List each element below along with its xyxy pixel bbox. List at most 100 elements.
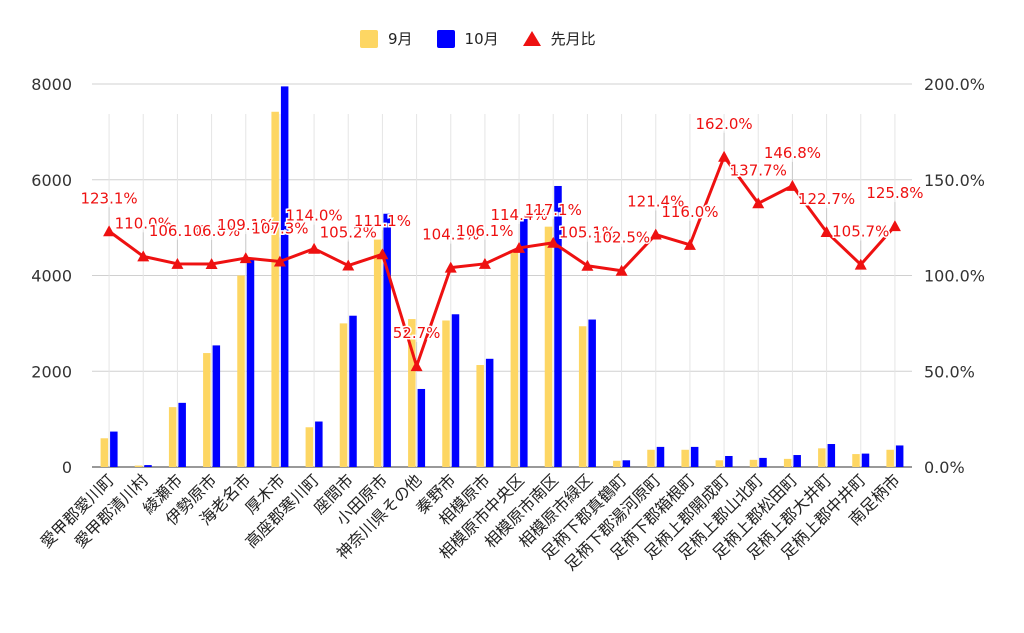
ratio-data-label: 111.1% <box>354 212 411 230</box>
ratio-data-label: 137.7% <box>730 161 787 179</box>
chart-legend: 9月 10月 先月比 <box>360 28 596 49</box>
ratio-marker <box>683 238 696 250</box>
ratio-marker <box>752 197 765 209</box>
ratio-marker <box>615 264 628 276</box>
legend-swatch-oct <box>436 29 455 48</box>
ratio-data-label: 106.1% <box>456 222 513 240</box>
bar-sep <box>886 449 894 467</box>
ratio-data-label: 102.5% <box>593 229 650 247</box>
bar-sep <box>510 250 519 467</box>
bar-oct <box>656 446 665 467</box>
ratio-marker <box>410 360 423 372</box>
ratio-marker <box>718 150 731 162</box>
bar-sep <box>818 448 826 467</box>
ratio-marker <box>513 241 526 253</box>
bar-sep <box>476 365 484 467</box>
ratio-data-label: 104.1% <box>422 226 479 244</box>
bar-sep <box>373 239 382 467</box>
y-left-tick-label: 2000 <box>31 362 72 381</box>
bar-sep <box>100 438 109 467</box>
bar-oct <box>417 388 426 467</box>
bar-oct <box>861 453 870 467</box>
ratio-marker <box>888 220 901 232</box>
bar-oct <box>622 460 631 467</box>
ratio-marker <box>376 248 389 260</box>
ratio-line <box>108 155 897 368</box>
bar-sep <box>749 459 758 467</box>
bar-sep <box>271 111 279 467</box>
bar-sep <box>442 320 450 467</box>
bar-oct <box>827 444 836 467</box>
bar-oct <box>280 86 289 468</box>
ratio-marker <box>239 252 252 264</box>
ratio-marker <box>820 226 833 238</box>
bar-oct <box>725 455 733 467</box>
ratio-data-label: 52.7% <box>393 324 441 342</box>
ratio-data-label: 106.1% <box>149 222 206 240</box>
bar-sep <box>305 427 314 467</box>
y-right-tick-label: 50.0% <box>924 362 975 381</box>
y-left-tick-label: 6000 <box>31 171 72 190</box>
bar-sep <box>647 449 655 467</box>
bar-oct <box>759 457 767 467</box>
ratio-marker <box>478 257 491 269</box>
ratio-marker <box>854 258 867 270</box>
bar-sep <box>783 458 792 467</box>
legend-triangle-icon <box>522 31 541 46</box>
ratio-data-label: 106.0% <box>183 222 240 240</box>
bar-oct <box>520 219 528 467</box>
ratio-data-label: 146.8% <box>764 144 821 162</box>
ratio-data-label: 107.3% <box>251 220 308 238</box>
ratio-marker <box>581 259 594 271</box>
ratio-data-label: 105.1% <box>559 224 616 242</box>
bar-oct <box>793 455 801 467</box>
ratio-marker <box>444 261 457 273</box>
bar-sep <box>168 407 177 467</box>
bar-oct <box>315 421 323 467</box>
ratio-data-label: 162.0% <box>695 115 752 133</box>
ratio-marker <box>649 228 662 240</box>
bar-oct <box>690 446 699 467</box>
ratio-data-label: 109.1% <box>217 216 274 234</box>
bar-sep <box>203 353 211 467</box>
ratio-marker <box>205 258 218 270</box>
ratio-marker <box>308 242 321 254</box>
y-right-tick-label: 0.0% <box>924 458 965 477</box>
legend-item-ratio[interactable]: 先月比 <box>522 28 596 49</box>
bar-sep <box>681 449 689 467</box>
ratio-data-label: 121.4% <box>627 193 684 211</box>
y-right-tick-label: 150.0% <box>924 171 985 190</box>
ratio-marker <box>137 250 150 262</box>
ratio-marker <box>171 257 184 269</box>
legend-label-sep: 9月 <box>388 30 413 48</box>
bar-oct <box>178 402 186 467</box>
legend-item-sep[interactable]: 9月 <box>360 28 413 49</box>
bar-oct <box>349 315 357 467</box>
bar-oct <box>246 257 255 467</box>
ratio-data-label: 110.0% <box>115 214 172 232</box>
ratio-data-label: 105.2% <box>320 224 377 242</box>
bar-oct <box>588 319 596 467</box>
ratio-marker <box>342 259 355 271</box>
ratio-data-label: 114.0% <box>285 207 342 225</box>
bar-oct <box>451 314 460 467</box>
bar-oct <box>895 445 904 467</box>
y-left-tick-label: 4000 <box>31 267 72 286</box>
ratio-marker <box>103 225 116 237</box>
ratio-data-label: 123.1% <box>80 189 137 207</box>
ratio-data-label: 116.0% <box>661 203 718 221</box>
bar-sep <box>578 326 587 467</box>
y-left-tick-label: 0 <box>62 458 72 477</box>
bar-oct <box>144 465 152 467</box>
bar-sep <box>715 460 724 467</box>
y-right-tick-label: 200.0% <box>924 75 985 94</box>
bar-sep <box>544 226 553 467</box>
bar-oct <box>212 345 221 467</box>
bar-sep <box>339 323 348 467</box>
ratio-marker <box>786 179 799 191</box>
legend-item-oct[interactable]: 10月 <box>436 28 499 49</box>
legend-swatch-sep <box>360 29 378 48</box>
bar-oct <box>485 358 494 467</box>
ratio-data-label: 117.1% <box>525 201 582 219</box>
